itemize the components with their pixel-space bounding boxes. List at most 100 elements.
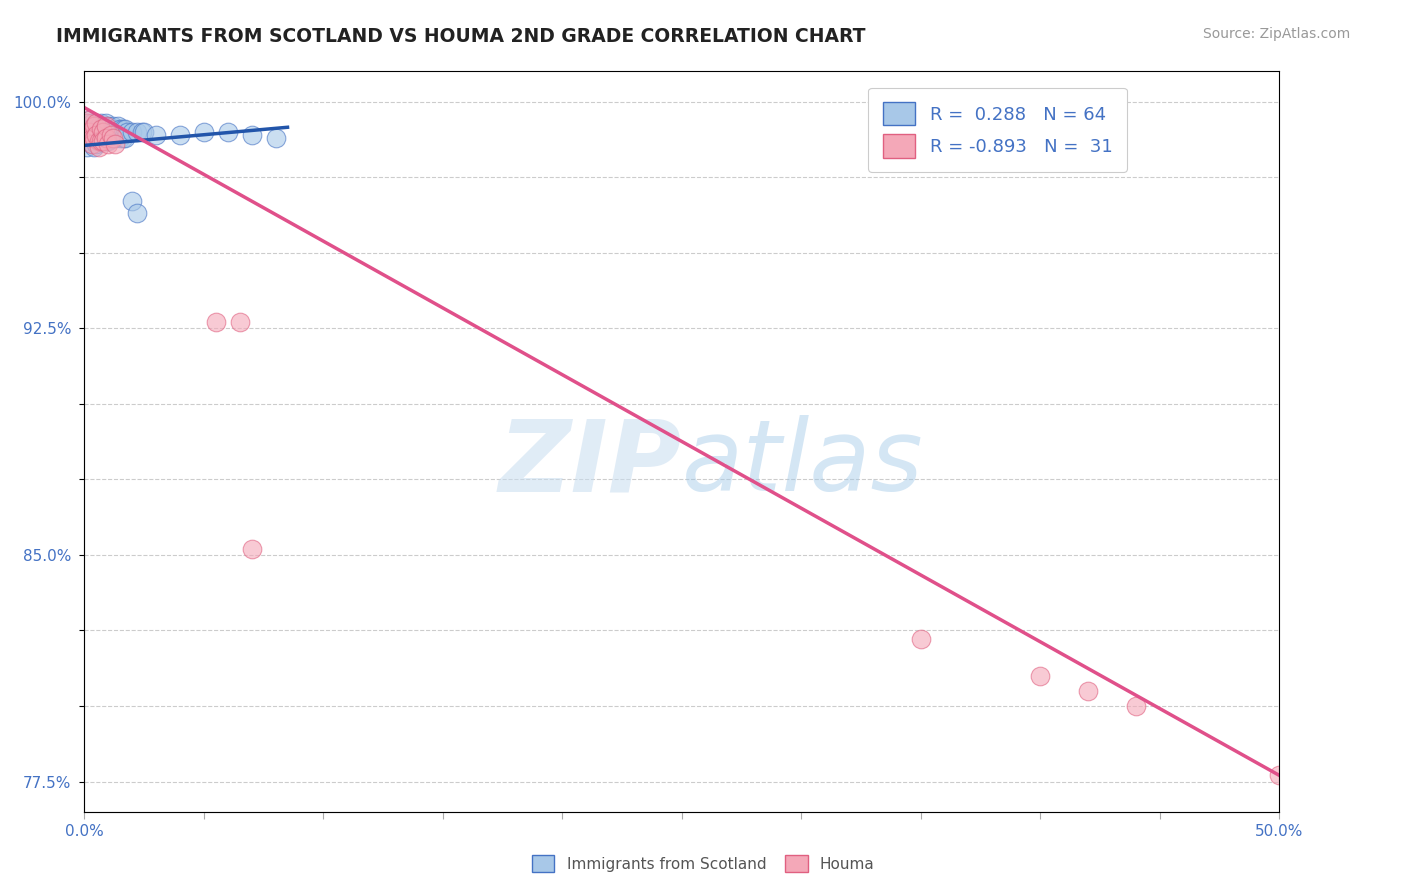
Point	[125, 125, 148, 139]
Point	[77, 112, 100, 127]
Point	[77, 121, 100, 136]
Point	[80, 131, 103, 145]
Point	[97, 134, 120, 148]
Point	[86, 125, 108, 139]
Point	[77, 134, 100, 148]
Point	[80, 136, 103, 151]
Text: Source: ZipAtlas.com: Source: ZipAtlas.com	[1202, 27, 1350, 41]
Point	[90, 134, 112, 148]
Point	[93, 134, 115, 148]
Point	[114, 131, 136, 145]
Point	[83, 134, 105, 148]
Point	[264, 131, 287, 145]
Point	[104, 136, 127, 151]
Point	[145, 128, 167, 142]
Point	[73, 125, 96, 139]
Point	[132, 125, 156, 139]
Point	[101, 131, 124, 145]
Point	[93, 119, 115, 133]
Point	[104, 121, 127, 136]
Point	[1268, 768, 1291, 782]
Point	[76, 116, 98, 130]
Point	[121, 194, 143, 209]
Point	[104, 131, 127, 145]
Point	[86, 116, 108, 130]
Point	[83, 140, 105, 154]
Point	[86, 136, 108, 151]
Point	[87, 125, 110, 139]
Point	[94, 131, 117, 145]
Text: IMMIGRANTS FROM SCOTLAND VS HOUMA 2ND GRADE CORRELATION CHART: IMMIGRANTS FROM SCOTLAND VS HOUMA 2ND GR…	[56, 27, 866, 45]
Point	[100, 125, 122, 139]
Point	[86, 128, 108, 142]
Point	[90, 134, 112, 148]
Point	[910, 632, 932, 647]
Point	[111, 131, 134, 145]
Point	[240, 128, 263, 142]
Point	[87, 134, 110, 148]
Point	[94, 119, 117, 133]
Point	[90, 116, 112, 130]
Point	[94, 116, 117, 130]
Point	[86, 131, 108, 145]
Point	[87, 119, 110, 133]
Point	[94, 125, 117, 139]
Point	[80, 131, 103, 145]
Y-axis label: 2nd Grade: 2nd Grade	[0, 405, 1, 478]
Point	[100, 131, 122, 145]
Point	[107, 119, 129, 133]
Point	[110, 131, 132, 145]
Point	[240, 541, 263, 556]
Point	[93, 134, 115, 148]
Point	[117, 125, 139, 139]
Point	[193, 125, 215, 139]
Point	[90, 121, 112, 136]
Point	[100, 128, 122, 142]
Point	[169, 128, 191, 142]
Point	[93, 128, 115, 142]
Point	[77, 128, 100, 142]
Point	[131, 125, 153, 139]
Point	[229, 315, 252, 329]
Point	[83, 125, 105, 139]
Point	[205, 315, 228, 329]
Point	[97, 119, 120, 133]
Point	[83, 131, 105, 145]
Point	[107, 128, 129, 142]
Point	[94, 134, 117, 148]
Point	[101, 119, 124, 133]
Text: atlas: atlas	[682, 416, 924, 512]
Point	[217, 125, 239, 139]
Point	[125, 206, 148, 220]
Point	[83, 119, 105, 133]
Point	[90, 125, 112, 139]
Point	[76, 128, 98, 142]
Point	[80, 136, 103, 151]
Point	[97, 128, 120, 142]
Point	[76, 140, 98, 154]
Point	[111, 121, 134, 136]
Point	[1125, 698, 1147, 713]
Point	[76, 116, 98, 130]
Point	[73, 125, 96, 139]
Point	[80, 125, 103, 139]
Point	[77, 112, 100, 127]
Point	[76, 128, 98, 142]
Point	[121, 125, 143, 139]
Point	[80, 116, 103, 130]
Point	[1029, 669, 1052, 683]
Legend: R =  0.288   N = 64, R = -0.893   N =  31: R = 0.288 N = 64, R = -0.893 N = 31	[869, 87, 1128, 172]
Legend: Immigrants from Scotland, Houma: Immigrants from Scotland, Houma	[524, 847, 882, 880]
Point	[97, 136, 120, 151]
Point	[1077, 683, 1099, 698]
Point	[77, 125, 100, 139]
Point	[114, 121, 136, 136]
Point	[83, 119, 105, 133]
Point	[86, 116, 108, 130]
Point	[110, 121, 132, 136]
Point	[87, 140, 110, 154]
Point	[101, 128, 124, 142]
Point	[93, 125, 115, 139]
Point	[76, 134, 98, 148]
Point	[87, 134, 110, 148]
